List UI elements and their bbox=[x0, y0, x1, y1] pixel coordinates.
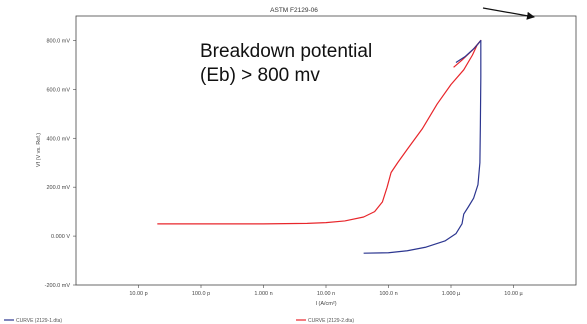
legend-label-series-1: CURVE (2129-1.dta) bbox=[16, 318, 62, 324]
y-tick-label: 800.0 mV bbox=[46, 38, 70, 44]
y-tick-label: 200.0 mV bbox=[46, 185, 70, 191]
x-axis: 10.00 p 100.0 p 1.000 n 10.00 n 100.0 n 1.000… bbox=[129, 285, 524, 297]
x-tick-label: 1.000 µ bbox=[442, 291, 461, 297]
y-tick-label: 0.000 V bbox=[51, 234, 70, 240]
breakdown-annotation: Breakdown potential (Eb) > 800 mv bbox=[200, 41, 372, 86]
x-tick-label: 100.0 p bbox=[192, 291, 210, 297]
y-tick-label: -200.0 mV bbox=[45, 283, 71, 289]
x-tick-label: 10.00 p bbox=[129, 291, 147, 297]
y-axis: -200.0 mV 0.000 V 200.0 mV 400.0 mV 600.0 mV… bbox=[45, 38, 76, 289]
x-tick-label: 100.0 n bbox=[379, 291, 397, 297]
x-tick-label: 10.00 µ bbox=[504, 291, 523, 297]
y-tick-label: 400.0 mV bbox=[46, 136, 70, 142]
legend-label-series-2: CURVE (2129-2.dta) bbox=[308, 318, 354, 324]
annotation-line-1: Breakdown potential bbox=[200, 41, 372, 62]
y-tick-label: 600.0 mV bbox=[46, 87, 70, 93]
x-axis-label: I (A/cm²) bbox=[315, 301, 336, 307]
annotation-line-2: (Eb) > 800 mv bbox=[200, 65, 320, 86]
chart-title: ASTM F2129-06 bbox=[270, 7, 318, 14]
x-tick-label: 1.000 n bbox=[254, 291, 272, 297]
annotation-arrow bbox=[482, 7, 535, 20]
series-layer bbox=[157, 39, 482, 254]
legend: CURVE (2129-1.dta) CURVE (2129-2.dta) bbox=[4, 318, 354, 324]
x-tick-label: 10.00 n bbox=[317, 291, 335, 297]
series-line-2 bbox=[363, 39, 482, 254]
y-axis-label: Vf (V vs. Ref.) bbox=[36, 133, 42, 167]
